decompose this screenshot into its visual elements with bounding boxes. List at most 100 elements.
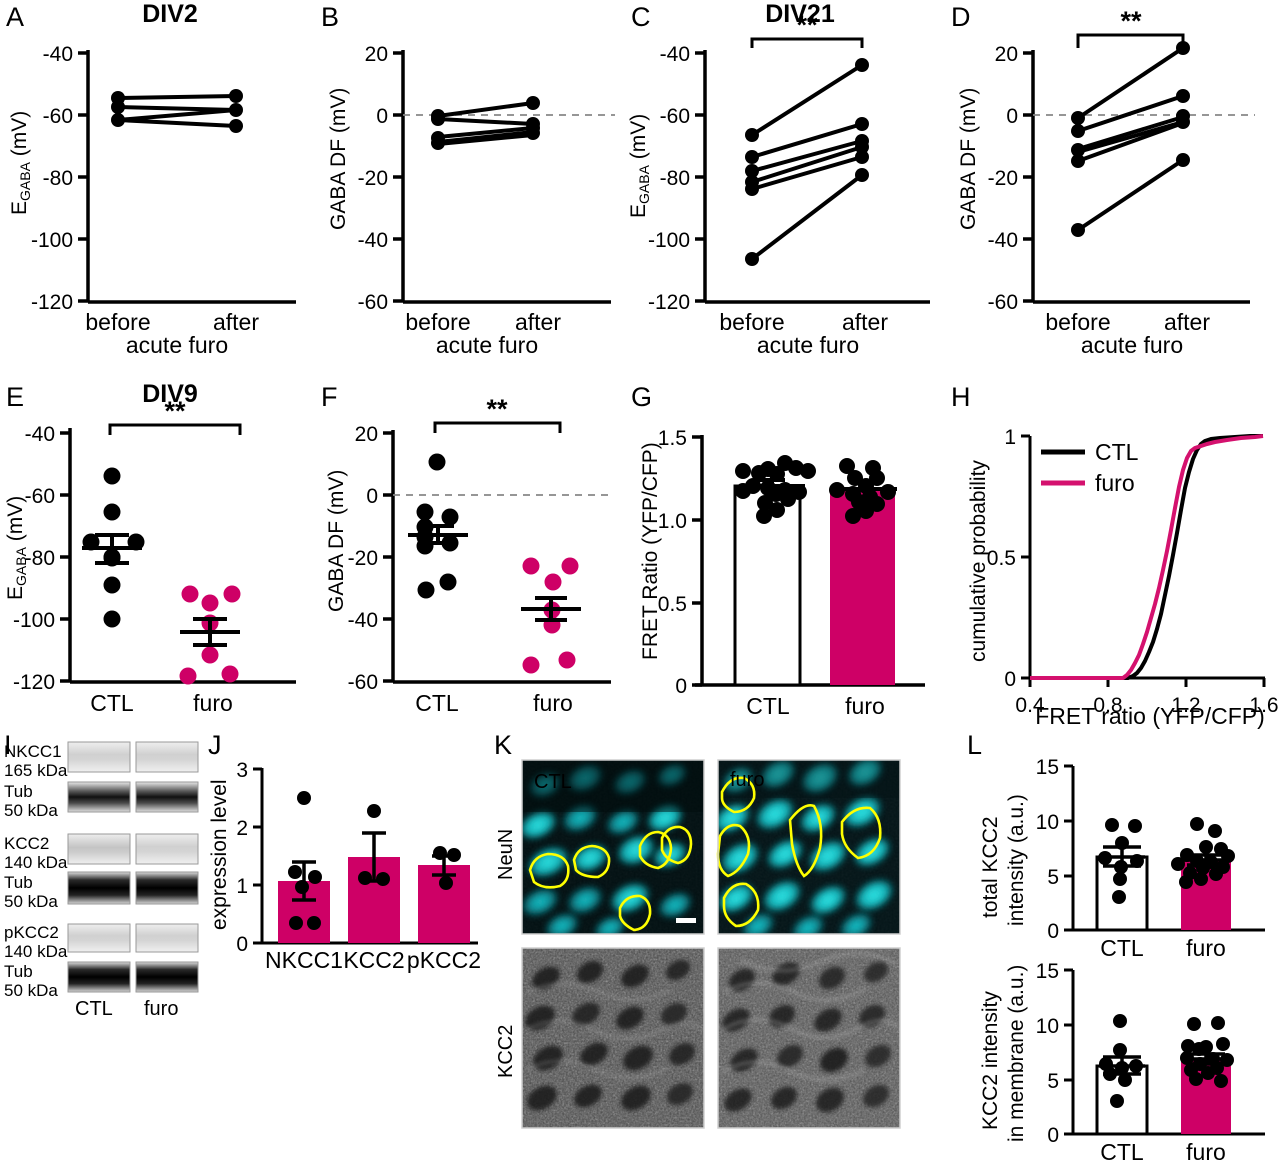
row-label-neun: NeuN (495, 829, 517, 880)
blot-label-pkcc2: pKCC2 140 kDa (4, 923, 68, 962)
svg-text:KCC2 intensity: KCC2 intensity (979, 991, 1002, 1130)
x-cat-after: after (842, 309, 888, 335)
x-tick-label: 0.8 (1093, 694, 1122, 717)
svg-text:NeuN: NeuN (495, 829, 517, 880)
paired-lines (750, 63, 864, 261)
ctl-points (1099, 1014, 1143, 1108)
panel-l-bottom-ylabel-line1: KCC2 intensity (979, 991, 1002, 1130)
panel-j-chart: 3 2 1 0 expression level (208, 759, 481, 973)
y-tick-label: 15 (1036, 960, 1059, 983)
blot-row-tub-1 (67, 781, 199, 813)
significance-stars: ** (1120, 6, 1142, 36)
svg-text:GABA DF (mV): GABA DF (mV) (957, 88, 980, 230)
y-ticks (393, 51, 403, 303)
panel-f-ylabel: GABA DF (mV) (325, 470, 348, 612)
panel-g-ylabel: FRET Ratio (YFP/CFP) (639, 442, 662, 660)
x-cat-after: after (515, 309, 561, 335)
image-label-furo: furo (730, 769, 764, 791)
y-ticks (1064, 968, 1073, 1136)
panel-h-chart: 1 0.5 0 0.4 0.8 1.2 1.6 cumulative proba… (967, 426, 1279, 729)
svg-text:in membrane (a.u.): in membrane (a.u.) (1005, 965, 1028, 1142)
y-tick-label: -40 (660, 43, 690, 66)
y-ticks (383, 431, 393, 683)
y-tick-label: -40 (988, 229, 1018, 252)
data-points (111, 89, 243, 133)
y-ticks (692, 435, 702, 687)
y-tick-label: -60 (988, 291, 1018, 314)
panel-d: D 20 0 -20 -40 -60 GABA DF (mV) ** (945, 0, 1280, 360)
blot-row-pkcc2 (67, 923, 199, 953)
blot-label-kcc2: KCC2 140 kDa (4, 834, 68, 873)
y-tick-label: 0 (1006, 105, 1018, 128)
y-tick-label: 15 (1036, 756, 1059, 779)
panel-b-letter: B (321, 2, 340, 32)
svg-text:intensity (a.u.): intensity (a.u.) (1005, 794, 1028, 926)
x-cat-before: before (1045, 309, 1110, 335)
y-tick-label: -40 (358, 229, 388, 252)
panel-l-letter: L (967, 730, 983, 760)
panel-j: J 3 2 1 0 expression level (200, 730, 490, 1000)
panel-c: C DIV21 -40 -60 -80 -100 -120 EGABA (mV)… (625, 0, 955, 360)
panel-b-ylabel: GABA DF (mV) (327, 88, 350, 230)
paired-lines (1076, 46, 1185, 232)
legend-label-furo: furo (1095, 470, 1135, 496)
x-group-label: acute furo (126, 332, 228, 358)
y-tick-label: 1 (236, 875, 248, 898)
y-tick-label: -80 (43, 167, 73, 190)
y-tick-label: -20 (348, 547, 378, 570)
panel-a-ylabel: EGABA (mV) (8, 111, 33, 215)
panel-a-chart: -40 -60 -80 -100 -120 EGABA (mV) before … (8, 43, 296, 358)
panel-e-letter: E (6, 382, 25, 412)
y-tick-label: -40 (348, 609, 378, 632)
x-cat-ctl: CTL (1100, 935, 1144, 961)
x-cat-before: before (85, 309, 150, 335)
y-tick-label: -100 (648, 229, 690, 252)
panel-b: B 20 0 -20 -40 -60 GABA DF (mV) (315, 0, 635, 360)
x-group-label: acute furo (436, 332, 538, 358)
svg-text:total KCC2: total KCC2 (979, 816, 1002, 918)
x-cat-after: after (1164, 309, 1210, 335)
y-tick-label: -40 (25, 423, 55, 446)
y-tick-label: 0 (376, 105, 388, 128)
panel-l-top-ylabel-line1: total KCC2 (979, 816, 1002, 918)
svg-text:EGABA (mV): EGABA (mV) (8, 111, 33, 215)
panel-j-letter: J (208, 730, 222, 760)
panel-h: H 1 0.5 0 0.4 0.8 1.2 1.6 cumulative pro… (945, 380, 1280, 729)
x-cat-furo: furo (193, 690, 233, 716)
y-tick-label: -60 (358, 291, 388, 314)
significance-bracket (108, 423, 242, 435)
blot-label-nkcc1: NKCC1 165 kDa (4, 742, 68, 781)
blot-lane-ctl: CTL (75, 998, 113, 1020)
y-tick-label: -20 (358, 167, 388, 190)
image-border-furo (717, 759, 901, 935)
y-tick-label: 10 (1036, 1015, 1059, 1038)
svg-text:EGABA (mV): EGABA (mV) (627, 114, 652, 218)
panel-l-bottom-ylabel-line2: in membrane (a.u.) (1005, 965, 1028, 1142)
panel-d-chart: 20 0 -20 -40 -60 GABA DF (mV) ** bef (957, 6, 1255, 358)
panel-k-images: CTL (495, 759, 901, 1129)
panel-e: E DIV9 -40 -60 -80 -100 -120 EGABA (mV) … (0, 380, 320, 720)
legend: CTL furo (1041, 439, 1139, 496)
blot-row-tub-2 (67, 871, 199, 905)
furo-mean-sem (837, 480, 897, 496)
image-border-ctl (521, 759, 705, 935)
panel-i-blot (67, 741, 199, 993)
panel-d-letter: D (951, 2, 971, 32)
panel-i-letter: I (4, 730, 12, 760)
y-tick-label: 0 (1047, 920, 1059, 943)
y-tick-label: 10 (1036, 811, 1059, 834)
y-tick-label: -80 (25, 547, 55, 570)
significance-stars: ** (796, 10, 818, 40)
panel-l: L 15 10 5 0 total KCC2 intensity (a.u.) (965, 730, 1280, 1167)
blot-label-tub-2: Tub 50 kDa (4, 873, 58, 912)
significance-bracket (1076, 33, 1185, 48)
y-tick-label: 0 (1047, 1124, 1059, 1147)
panel-e-chart: -40 -60 -80 -100 -120 EGABA (mV) ** (4, 396, 296, 716)
panel-e-title: DIV9 (142, 380, 198, 408)
paired-lines (117, 94, 237, 128)
x-cat-furo: furo (1186, 1139, 1226, 1165)
x-cat-before: before (405, 309, 470, 335)
x-cat-furo: furo (1186, 935, 1226, 961)
panel-k-letter: K (494, 730, 513, 760)
